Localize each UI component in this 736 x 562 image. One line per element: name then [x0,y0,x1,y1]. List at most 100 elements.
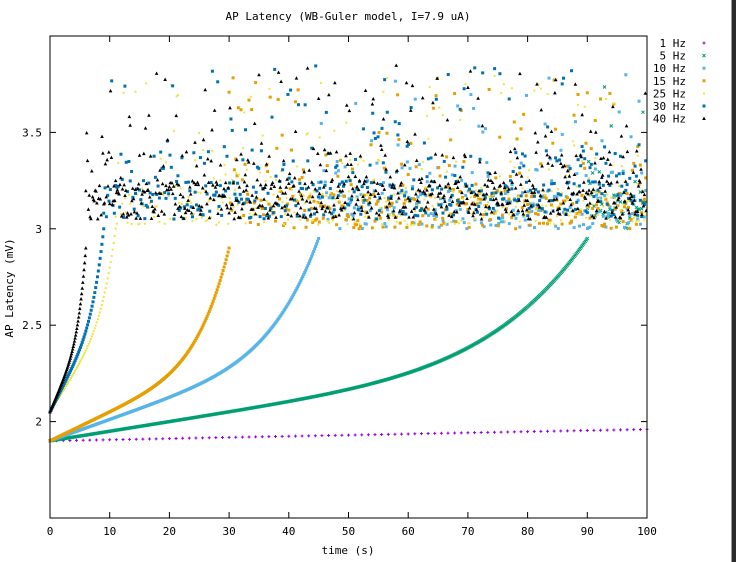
data-point-30-hz [286,92,290,96]
data-point-40-hz [490,180,495,185]
data-point-30-hz [343,206,347,210]
data-point-15-hz [291,194,295,198]
data-point-30-hz [194,203,198,207]
data-point-10-hz [300,277,304,281]
data-point-40-hz [562,163,567,168]
data-point-40-hz [352,210,357,215]
data-point-25-hz [583,105,586,108]
data-point-40-hz [594,130,598,134]
data-point-30-hz [375,217,379,221]
data-point-25-hz [424,186,427,189]
data-point-40-hz [579,154,584,159]
data-point-15-hz [213,294,217,298]
data-point-25-hz [604,98,607,101]
data-point-15-hz [522,112,526,116]
data-point-1-hz [274,435,278,439]
data-point-40-hz [603,189,608,193]
data-point-25-hz [293,211,296,214]
data-point-30-hz [371,111,375,115]
data-point-10-hz [477,124,481,128]
data-point-15-hz [632,161,636,165]
data-point-40-hz [135,211,139,215]
data-point-25-hz [204,219,207,222]
data-point-15-hz [221,268,225,272]
data-point-40-hz [296,201,300,205]
data-point-40-hz [187,208,191,212]
data-point-25-hz [72,371,75,374]
data-point-25-hz [582,199,585,202]
data-point-15-hz [544,196,548,200]
data-point-40-hz [74,329,79,334]
data-point-25-hz [70,375,73,378]
data-point-40-hz [232,216,237,221]
data-point-10-hz [465,227,469,231]
data-point-40-hz [171,191,175,196]
data-point-40-hz [311,146,316,151]
data-point-30-hz [273,67,277,71]
data-point-40-hz [452,209,457,214]
data-point-10-hz [400,166,404,170]
data-point-40-hz [89,169,94,173]
data-point-40-hz [275,194,280,198]
data-point-30-hz [295,214,299,218]
data-point-40-hz [308,200,312,204]
data-point-25-hz [359,157,362,160]
data-point-40-hz [488,171,492,176]
data-point-30-hz [155,192,159,196]
data-point-25-hz [392,193,395,196]
data-point-10-hz [559,148,563,152]
data-point-40-hz [262,197,266,201]
data-point-10-hz [624,73,628,77]
data-point-40-hz [491,197,496,202]
data-point-40-hz [443,199,447,203]
data-point-10-hz [481,130,485,134]
data-point-15-hz [223,261,227,265]
data-point-30-hz [173,196,177,200]
data-point-25-hz [80,357,83,360]
data-point-40-hz [142,190,147,194]
data-point-25-hz [631,220,634,223]
data-point-40-hz [590,214,595,218]
data-point-30-hz [63,380,67,384]
data-point-30-hz [360,185,364,189]
data-point-40-hz [455,185,460,189]
data-point-25-hz [610,196,613,199]
data-point-40-hz [152,209,156,214]
data-point-25-hz [60,391,63,394]
data-point-30-hz [361,127,365,131]
data-point-30-hz [538,199,542,203]
data-point-25-hz [138,222,141,225]
data-point-10-hz [298,281,302,285]
data-point-40-hz [394,63,399,67]
data-point-15-hz [278,197,282,201]
data-point-25-hz [475,189,478,192]
data-point-40-hz [435,76,439,80]
data-point-40-hz [180,153,184,158]
data-point-25-hz [87,342,90,345]
data-point-40-hz [607,149,612,154]
data-point-1-hz [512,430,516,434]
data-point-40-hz [418,189,422,193]
data-point-40-hz [136,186,140,190]
data-point-30-hz [626,196,630,200]
data-point-30-hz [97,263,101,267]
data-point-30-hz [95,275,99,279]
data-point-30-hz [399,209,403,213]
data-point-10-hz [431,224,435,228]
data-point-40-hz [419,180,423,185]
data-point-40-hz [632,198,637,202]
data-point-1-hz [585,428,589,432]
data-point-30-hz [426,157,430,161]
data-point-30-hz [520,152,524,156]
data-point-25-hz [406,223,409,226]
data-point-30-hz [410,187,414,191]
data-point-15-hz [588,216,592,220]
data-point-10-hz [287,301,291,305]
data-point-15-hz [337,200,341,204]
data-point-40-hz [518,182,523,186]
data-point-25-hz [210,216,213,219]
data-point-30-hz [141,179,145,183]
data-point-15-hz [569,219,573,223]
data-point-10-hz [604,225,608,229]
data-point-25-hz [277,190,280,193]
